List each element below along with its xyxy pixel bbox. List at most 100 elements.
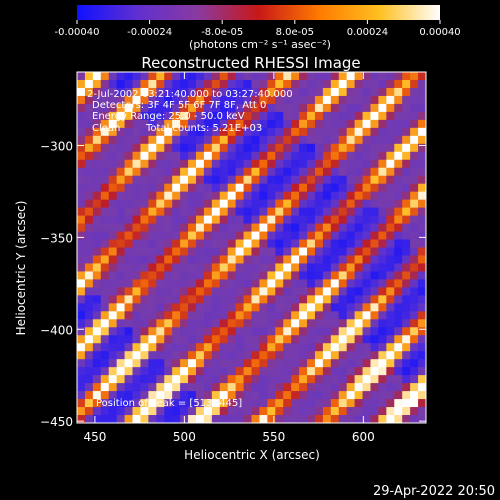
heatmap-cell xyxy=(211,199,221,209)
heatmap-cell xyxy=(418,415,426,423)
heatmap-cell xyxy=(195,135,205,145)
heatmap-cell xyxy=(132,103,141,113)
heatmap-cell xyxy=(140,383,149,392)
heatmap-cell xyxy=(180,271,189,280)
heatmap-cell xyxy=(211,111,221,121)
heatmap-cell xyxy=(267,359,276,368)
heatmap-cell xyxy=(402,135,411,145)
heatmap-cell xyxy=(259,407,268,416)
heatmap-cell xyxy=(299,335,308,344)
heatmap-cell xyxy=(291,319,300,328)
heatmap-cell xyxy=(180,391,189,400)
heatmap-cell xyxy=(378,255,387,264)
heatmap-cell xyxy=(346,399,356,408)
heatmap-cell xyxy=(148,287,157,296)
heatmap-cell xyxy=(124,111,133,121)
heatmap-cell xyxy=(338,79,348,89)
heatmap-cell xyxy=(299,343,308,352)
heatmap-cell xyxy=(124,311,133,320)
heatmap-cell xyxy=(291,279,300,288)
heatmap-cell xyxy=(100,367,110,376)
heatmap-cell xyxy=(251,167,260,177)
heatmap-cell xyxy=(338,143,348,153)
heatmap-cell xyxy=(267,391,276,400)
heatmap-cell xyxy=(362,127,371,137)
heatmap-cell xyxy=(188,287,197,296)
heatmap-cell xyxy=(322,407,332,416)
heatmap-cell xyxy=(164,351,173,360)
heatmap-cell xyxy=(227,263,237,272)
heatmap-cell xyxy=(314,415,324,423)
heatmap-cell xyxy=(243,247,252,256)
heatmap-cell xyxy=(148,383,157,392)
heatmap-cell xyxy=(307,399,316,408)
heatmap-cell xyxy=(402,399,411,408)
heatmap-cell xyxy=(394,79,403,89)
heatmap-cell xyxy=(378,383,387,392)
heatmap-cell xyxy=(386,103,395,113)
heatmap-cell xyxy=(211,223,221,232)
heatmap-cell xyxy=(172,391,181,400)
heatmap-cell xyxy=(180,95,189,105)
heatmap-image xyxy=(77,72,426,423)
heatmap-cell xyxy=(402,335,411,344)
heatmap-cell xyxy=(338,135,348,145)
heatmap-cell xyxy=(235,343,244,352)
heatmap-cell xyxy=(92,415,102,423)
heatmap-cell xyxy=(386,319,395,328)
heatmap-cell xyxy=(195,295,205,304)
heatmap-cell xyxy=(132,95,141,105)
heatmap-cell xyxy=(132,231,141,240)
heatmap-cell xyxy=(84,399,94,408)
heatmap-cell xyxy=(243,87,252,97)
heatmap-cell xyxy=(77,263,86,272)
heatmap-cell xyxy=(108,271,118,280)
heatmap-cell xyxy=(283,79,292,89)
heatmap-cell xyxy=(211,87,221,97)
heatmap-cell xyxy=(322,151,332,161)
heatmap-cell xyxy=(330,383,340,392)
heatmap-cell xyxy=(140,151,149,161)
heatmap-cell xyxy=(251,79,260,89)
heatmap-cell xyxy=(283,207,292,216)
heatmap-cell xyxy=(370,367,379,376)
heatmap-cell xyxy=(418,151,426,161)
heatmap-cell xyxy=(172,263,181,272)
heatmap-cell xyxy=(156,263,165,272)
heatmap-cell xyxy=(108,327,118,336)
heatmap-cell xyxy=(370,343,379,352)
heatmap-cell xyxy=(180,215,189,224)
heatmap-cell xyxy=(362,327,371,336)
heatmap-cell xyxy=(148,311,157,320)
heatmap-cell xyxy=(394,72,403,81)
heatmap-cell xyxy=(259,151,268,161)
heatmap-cell xyxy=(195,207,205,216)
heatmap-cell xyxy=(338,303,348,312)
heatmap-cell xyxy=(322,399,332,408)
heatmap-cell xyxy=(251,119,260,129)
heatmap-cell xyxy=(164,151,173,161)
heatmap-cell xyxy=(195,223,205,232)
heatmap-cell xyxy=(164,263,173,272)
heatmap-cell xyxy=(322,159,332,169)
heatmap-cell xyxy=(362,335,371,344)
heatmap-cell xyxy=(338,343,348,352)
heatmap-cell xyxy=(164,359,173,368)
heatmap-cell xyxy=(362,311,371,320)
heatmap-cell xyxy=(370,287,379,296)
heatmap-cell xyxy=(156,199,165,209)
heatmap-cell xyxy=(283,135,292,145)
heatmap-cell xyxy=(402,239,411,248)
heatmap-cell xyxy=(354,311,363,320)
heatmap-cell xyxy=(227,415,237,423)
heatmap-cell xyxy=(92,231,102,240)
heatmap-cell xyxy=(164,367,173,376)
heatmap-cell xyxy=(370,383,379,392)
heatmap-cell xyxy=(362,72,371,81)
heatmap-cell xyxy=(77,199,86,209)
heatmap-cell xyxy=(338,327,348,336)
heatmap-cell xyxy=(259,383,268,392)
heatmap-cell xyxy=(283,279,292,288)
heatmap-cell xyxy=(322,311,332,320)
heatmap-cell xyxy=(195,199,205,209)
